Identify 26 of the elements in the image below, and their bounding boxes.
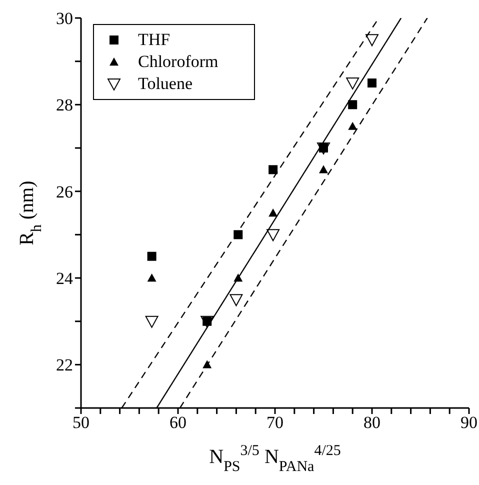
point [268,165,278,174]
point [346,78,360,90]
point [147,252,156,261]
x-tick-label: 80 [364,413,380,432]
point [368,78,376,88]
legend-label: Chloroform [138,52,218,72]
y-tick-label: 22 [56,356,73,375]
x-tick-label: 70 [266,413,284,432]
x-tick-label: 90 [460,413,478,432]
legend-label: THF [138,30,170,50]
point [266,229,280,242]
point [348,100,358,110]
y-tick-label: 28 [56,96,73,115]
point [366,34,378,46]
x-tick-label: 50 [72,413,90,432]
legend-label: Toluene [138,74,193,94]
point [348,122,358,130]
point [145,316,158,328]
y-tick-label: 30 [56,9,73,28]
point [268,208,278,217]
x-tick-label: 60 [170,413,186,432]
point [230,294,243,306]
y-tick-label: 26 [56,182,73,202]
point [147,274,156,282]
y-tick-label: 24 [56,269,74,288]
point [319,165,328,174]
